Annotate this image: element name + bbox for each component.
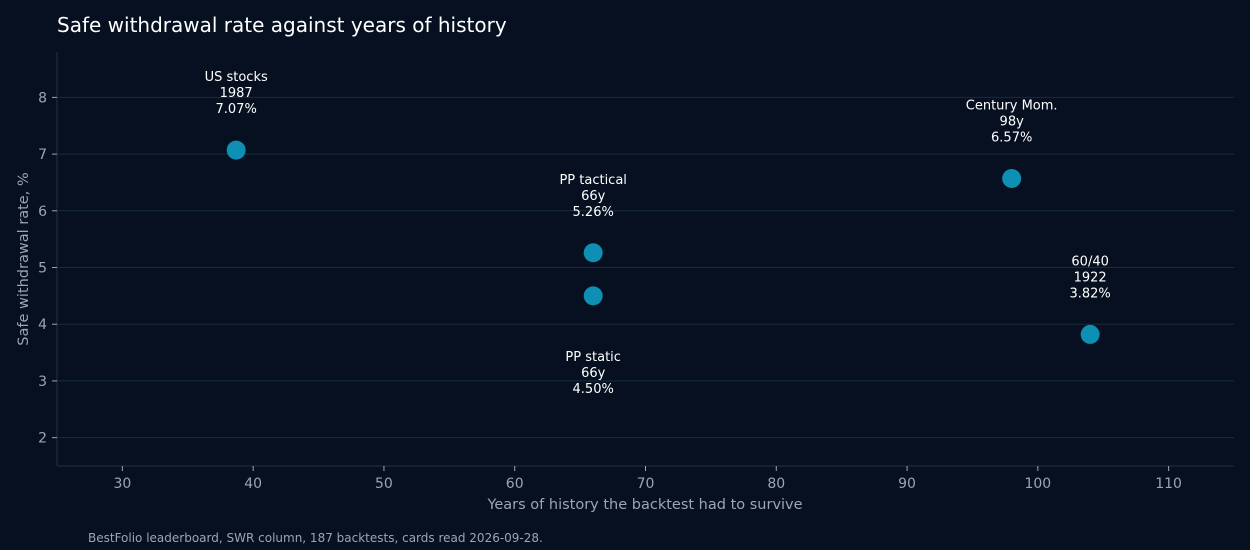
y-tick-label: 6	[38, 204, 47, 220]
point-annotation-line: 6.57%	[991, 130, 1032, 145]
x-tick-label: 70	[637, 476, 655, 492]
y-axis-ticks: 2 3 4 5 6 7 8	[38, 90, 57, 447]
data-point	[583, 286, 603, 306]
y-axis-label: Safe withdrawal rate, %	[16, 172, 32, 345]
x-tick-label: 110	[1155, 476, 1182, 492]
data-point	[1002, 168, 1022, 188]
x-tick-label: 40	[244, 476, 262, 492]
y-tick-label: 5	[38, 261, 47, 277]
point-annotation-line: 1922	[1074, 270, 1107, 285]
y-tick-label: 4	[38, 317, 47, 333]
point-annotation-line: 4.50%	[573, 382, 614, 397]
data-point	[1080, 324, 1100, 344]
point-annotation-line: 7.07%	[216, 102, 257, 117]
point-annotation-line: 60/40	[1071, 254, 1108, 269]
point-annotation-line: 3.82%	[1069, 286, 1110, 301]
data-point	[226, 140, 246, 160]
x-tick-label: 100	[1024, 476, 1051, 492]
point-annotation-line: 5.26%	[573, 205, 614, 220]
point-annotation-line: US stocks	[205, 70, 268, 85]
point-annotation-line: PP tactical	[559, 173, 626, 188]
grid-lines	[57, 96, 1234, 439]
x-tick-label: 50	[375, 476, 393, 492]
chart-caption: BestFolio leaderboard, SWR column, 187 b…	[88, 531, 543, 545]
point-annotation-line: 66y	[581, 189, 606, 204]
point-annotation-line: PP static	[565, 350, 621, 365]
y-tick-label: 3	[38, 374, 47, 390]
x-tick-label: 60	[506, 476, 524, 492]
y-tick-label: 2	[38, 431, 47, 447]
y-tick-label: 7	[38, 147, 47, 163]
point-annotation-line: 98y	[1000, 114, 1025, 129]
y-tick-label: 8	[38, 90, 47, 106]
x-axis-label: Years of history the backtest had to sur…	[486, 497, 802, 513]
data-point	[583, 243, 603, 263]
x-axis-ticks: 30 40 50 60 70 80 90 100 110	[113, 466, 1182, 492]
point-annotation-line: 66y	[581, 366, 606, 381]
x-tick-label: 80	[767, 476, 785, 492]
point-annotation-line: 1987	[220, 86, 253, 101]
point-annotation-line: Century Mom.	[966, 98, 1058, 113]
x-tick-label: 90	[898, 476, 916, 492]
chart-title: Safe withdrawal rate against years of hi…	[57, 13, 507, 37]
x-tick-label: 30	[113, 476, 131, 492]
data-points	[226, 140, 1100, 344]
